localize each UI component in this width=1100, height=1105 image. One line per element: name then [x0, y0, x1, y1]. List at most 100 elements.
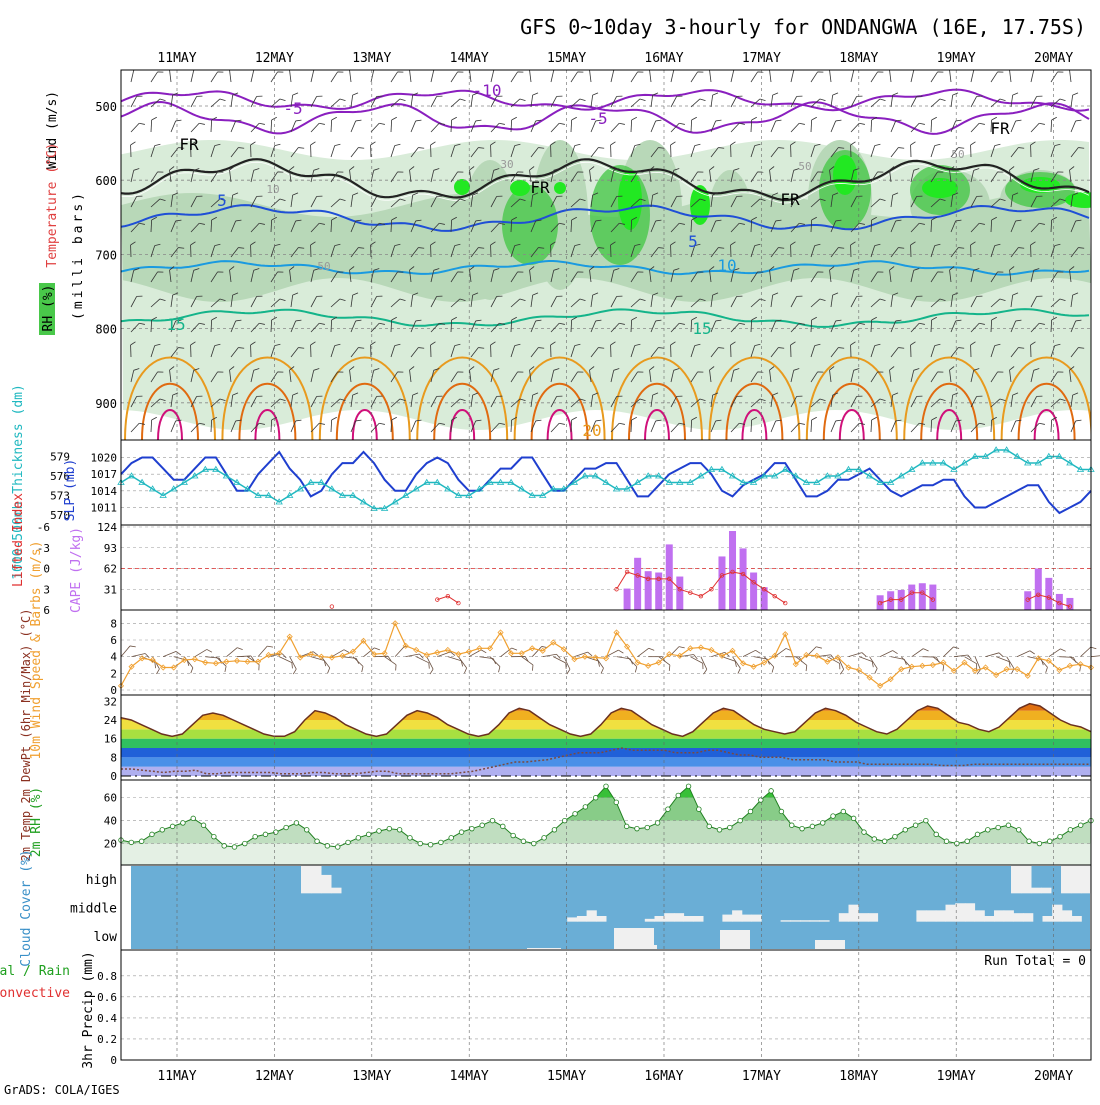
surface-wind-barb-staff [195, 649, 207, 656]
wind-barb-flag [898, 145, 904, 150]
wind-barb-flag [619, 121, 625, 127]
wind-barb [131, 121, 145, 135]
wind-barb-flag [1076, 418, 1082, 423]
cloud-middle-bar [1062, 910, 1072, 921]
cape-bar [740, 548, 747, 610]
rh-point [614, 800, 619, 805]
rh-point [820, 821, 825, 826]
wind-barb-staff [391, 72, 398, 82]
wind-barb-flag [134, 67, 140, 71]
wind-barb-staff [1011, 95, 1013, 107]
wind-barb [371, 121, 385, 135]
wind-barb-staff [431, 123, 439, 132]
rh-point [253, 834, 258, 839]
cloud-middle-bar [926, 910, 936, 921]
wind-barb-flag [632, 117, 637, 120]
wind-barb-staff [1031, 70, 1034, 82]
surface-wind-barb-flag [649, 646, 654, 652]
surface-wind-barb [912, 647, 929, 661]
wind-barb-staff [351, 121, 356, 132]
wind-barb-staff [551, 423, 559, 432]
rh-point [841, 809, 846, 814]
wind-barb-staff [230, 70, 231, 82]
day-label-top: 14MAY [450, 51, 489, 66]
cloud-high-bar [1041, 888, 1052, 894]
wind-barb-flag [452, 117, 457, 120]
rh-point [346, 840, 351, 845]
surface-wind-barb-staff [490, 657, 500, 667]
wind-barb [871, 417, 877, 432]
rh-point [624, 824, 629, 829]
day-label-bottom: 18MAY [839, 1069, 878, 1084]
axis-label-lifted-index: Lifted Index [11, 493, 26, 587]
rh-point [1078, 823, 1083, 828]
wind-barb-staff [290, 70, 291, 82]
wind-barb [370, 142, 376, 157]
rh-point [666, 807, 671, 812]
wind-barb-staff [231, 95, 233, 107]
surface-wind-barb [720, 657, 738, 667]
rh-point [470, 826, 475, 831]
rh-point [913, 823, 918, 828]
wind-barb-flag [499, 121, 505, 127]
surface-wind-barb-flag [237, 646, 243, 652]
wind-barb [1009, 67, 1016, 82]
wind-barb-staff [950, 70, 951, 82]
wind-barb [151, 97, 165, 111]
wind-barb-flag [199, 121, 205, 127]
wind-barb-staff [691, 72, 698, 82]
rh-point [583, 805, 588, 810]
rh-point [501, 824, 506, 829]
rh-point [325, 844, 330, 849]
wind-barb [451, 117, 457, 132]
rh-point [170, 824, 175, 829]
wind-barb-flag [812, 417, 817, 420]
wind-barb-flag [760, 97, 766, 103]
wind-barb-flag [554, 67, 560, 71]
rh-point [573, 811, 578, 816]
surface-wind-barb-flag [873, 668, 879, 673]
cloud-middle-bar [693, 916, 703, 922]
surface-wind-barb-flag [816, 645, 822, 651]
wind-barb-flag [460, 97, 466, 103]
surface-wind-barb-flag [679, 644, 685, 650]
cloud-middle-bar [1013, 913, 1023, 922]
wind-barb-staff [891, 121, 896, 132]
rh-point [1047, 839, 1052, 844]
surface-wind-barb [422, 657, 434, 674]
wind-barb-staff [511, 120, 512, 132]
wind-barb-flag [799, 421, 805, 427]
surface-wind-barb [669, 644, 684, 660]
rh-point [387, 826, 392, 831]
wind-barb [371, 421, 385, 435]
cloud-middle-bar [587, 910, 597, 921]
wind-barb-flag [139, 121, 145, 127]
rh-saturated-area [554, 182, 566, 194]
cloud-middle-bar [684, 916, 694, 922]
rh-color-band [121, 798, 1091, 821]
wind-barb-flag [914, 67, 920, 71]
wind-barb-flag [1076, 118, 1082, 123]
rh-point [232, 845, 237, 850]
wind-barb-flag [956, 118, 962, 123]
wind-barb-staff [871, 120, 872, 132]
wind-barb [631, 117, 637, 132]
surface-wind-barb-flag [618, 649, 623, 655]
day-label-bottom: 16MAY [644, 1069, 683, 1084]
surface-wind-barb [775, 647, 792, 661]
surface-wind-barb-flag [1040, 660, 1044, 666]
surface-wind-barb-flag [893, 649, 898, 655]
wind-barb-staff [371, 123, 379, 132]
surface-wind-barb [696, 657, 708, 675]
wind-barb-staff [891, 421, 896, 432]
wind-barb-staff [411, 121, 416, 132]
wind-barb [891, 145, 904, 160]
surface-wind-barb [986, 652, 1004, 661]
pressure-tick-label: 700 [95, 248, 117, 262]
cape-tick-label: 124 [97, 521, 117, 534]
surface-wind-barb [743, 649, 760, 661]
wind-barb [271, 117, 277, 132]
wind-barb-staff [791, 96, 797, 107]
cape-bar [1045, 578, 1052, 610]
wind-barb-staff [751, 72, 758, 82]
